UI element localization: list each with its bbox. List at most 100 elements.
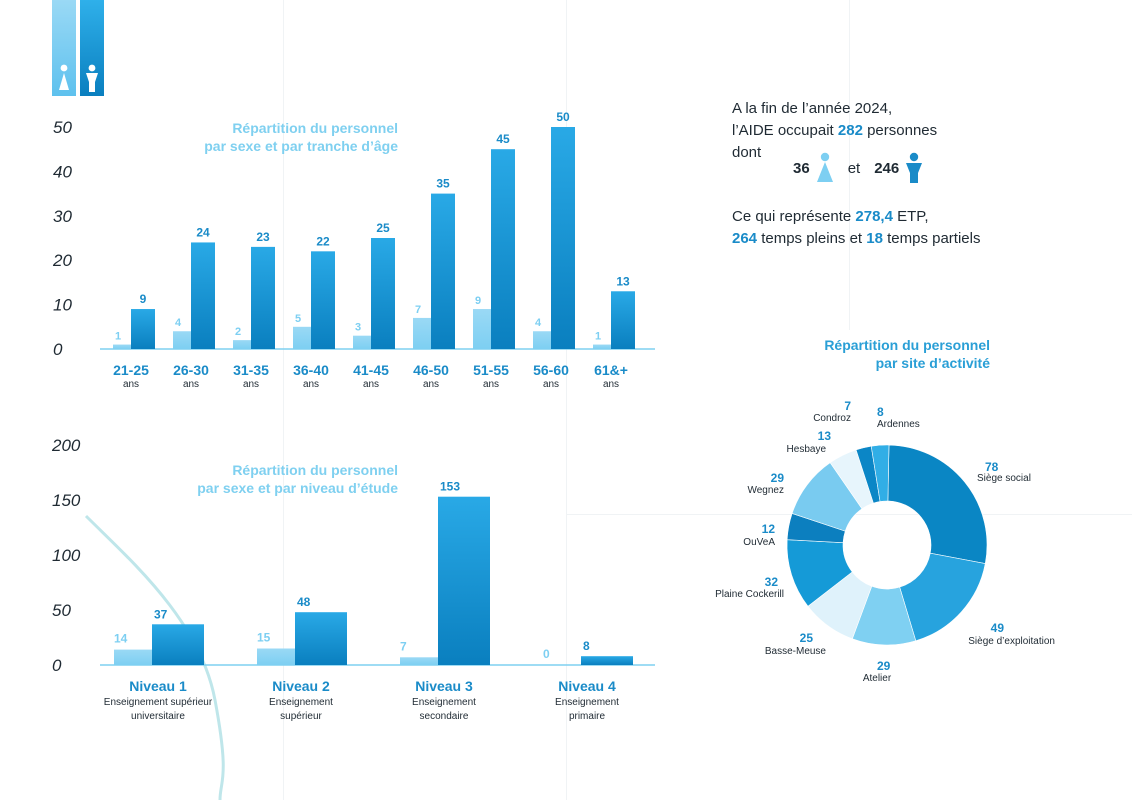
age-category-sub: ans <box>123 379 139 390</box>
edu-label-women: 14 <box>114 632 128 646</box>
edu-category-label: Niveau 1 <box>129 678 187 694</box>
bg-divider-vertical-2 <box>566 0 567 800</box>
age-label-men: 13 <box>616 274 630 288</box>
age-category-sub: ans <box>483 379 499 390</box>
age-bar-men <box>191 242 215 349</box>
sex-logo-icon <box>52 0 104 96</box>
donut-site-label: Condroz <box>813 413 851 424</box>
donut-value-label: 25 <box>800 631 814 645</box>
donut-value-label: 8 <box>877 405 884 419</box>
edu-ytick: 50 <box>52 601 71 620</box>
donut-site-label: Atelier <box>863 673 892 684</box>
donut-slice <box>870 444 890 502</box>
donut-value-label: 12 <box>762 522 776 536</box>
age-bar-women <box>593 344 617 349</box>
age-bar-men <box>251 246 275 349</box>
education-chart-title: Répartition du personnel par sexe et par… <box>197 462 398 496</box>
edu-category-label: Niveau 2 <box>272 678 330 694</box>
donut-site-label: Hesbaye <box>787 444 827 455</box>
intro-line-3: dont <box>732 144 762 161</box>
age-ytick: 0 <box>53 340 63 359</box>
edu-ytick: 150 <box>52 491 81 510</box>
age-bar-men <box>491 149 515 349</box>
age-bar-men <box>131 309 155 349</box>
full-time-count: 264 <box>732 230 758 247</box>
site-chart-title: Répartition du personnel par site d’acti… <box>824 337 990 371</box>
age-label-women: 3 <box>355 322 361 334</box>
part-time-count: 18 <box>866 230 883 247</box>
edu-ytick: 100 <box>52 546 81 565</box>
donut-value-label: 49 <box>991 621 1005 635</box>
intro-line-1: A la fin de l’année 2024, <box>732 100 893 117</box>
edu-ytick: 0 <box>52 656 62 675</box>
edu-category-sub: Enseignement <box>555 697 619 708</box>
donut-site-label: Plaine Cockerill <box>715 589 784 600</box>
age-bar-men <box>611 291 635 349</box>
edu-category-sub: universitaire <box>131 711 185 722</box>
age-bar-chart: 010203040501921-25ans42426-30ans22331-35… <box>52 110 655 390</box>
age-category-label: 56-60 <box>533 362 569 378</box>
donut-value-label: 29 <box>877 659 891 673</box>
donut-value-label: 29 <box>771 471 785 485</box>
age-bar-men <box>551 127 575 349</box>
donut-slice <box>887 444 988 564</box>
age-label-men: 23 <box>256 230 270 244</box>
age-ytick: 40 <box>53 162 72 181</box>
age-bar-men <box>431 193 455 349</box>
age-category-sub: ans <box>603 379 619 390</box>
edu-label-women: 0 <box>543 647 550 661</box>
edu-category-sub: Enseignement <box>269 697 333 708</box>
age-category-sub: ans <box>183 379 199 390</box>
age-ytick: 50 <box>53 118 72 137</box>
etp-text: Ce qui représente 278,4 ETP, 264 temps p… <box>732 208 981 247</box>
donut-value-label: 78 <box>985 460 999 474</box>
donut-value-label: 7 <box>844 399 851 413</box>
age-category-label: 51-55 <box>473 362 509 378</box>
edu-label-men: 8 <box>583 639 590 653</box>
age-label-women: 1 <box>115 331 121 343</box>
intro-text: A la fin de l’année 2024, l’AIDE occupai… <box>732 98 1032 164</box>
age-category-label: 21-25 <box>113 362 149 378</box>
and-label: et <box>847 159 861 177</box>
women-count: 36 <box>793 159 810 177</box>
age-label-women: 9 <box>475 295 481 307</box>
edu-label-women: 15 <box>257 631 271 645</box>
donut-site-label: OuVeA <box>743 537 775 548</box>
donut-slice <box>899 552 986 642</box>
sex-counts: 36 et 246 <box>793 152 923 184</box>
edu-category-sub: Enseignement <box>412 697 476 708</box>
age-category-label: 26-30 <box>173 362 209 378</box>
edu-label-women: 7 <box>400 639 407 653</box>
age-label-women: 7 <box>415 304 421 316</box>
intro-line-2: l’AIDE occupait 282 personnes <box>732 122 938 139</box>
age-category-label: 36-40 <box>293 362 329 378</box>
donut-value-label: 32 <box>765 575 779 589</box>
age-label-women: 5 <box>295 313 301 325</box>
age-category-sub: ans <box>243 379 259 390</box>
woman-icon <box>816 152 833 182</box>
age-ytick: 30 <box>53 207 72 226</box>
age-label-men: 22 <box>316 234 330 248</box>
age-category-label: 61&+ <box>594 362 628 378</box>
edu-category-sub: supérieur <box>280 711 322 722</box>
age-label-women: 1 <box>595 331 601 343</box>
age-label-men: 45 <box>496 132 510 146</box>
age-label-women: 2 <box>235 326 241 338</box>
edu-category-sub: Enseignement supérieur <box>104 697 213 708</box>
edu-bar-men <box>581 656 633 665</box>
edu-category-sub: secondaire <box>420 711 469 722</box>
donut-site-label: Basse-Meuse <box>765 646 827 657</box>
etp-value: 278,4 <box>855 208 893 225</box>
donut-site-label: Siège social <box>977 473 1031 484</box>
edu-label-men: 37 <box>154 607 168 621</box>
age-label-men: 35 <box>436 177 450 191</box>
age-category-sub: ans <box>303 379 319 390</box>
edu-bar-men <box>295 612 347 665</box>
donut-site-label: Wegnez <box>747 485 784 496</box>
donut-value-label: 13 <box>818 429 832 443</box>
age-category-label: 46-50 <box>413 362 449 378</box>
edu-bar-men <box>152 624 204 665</box>
